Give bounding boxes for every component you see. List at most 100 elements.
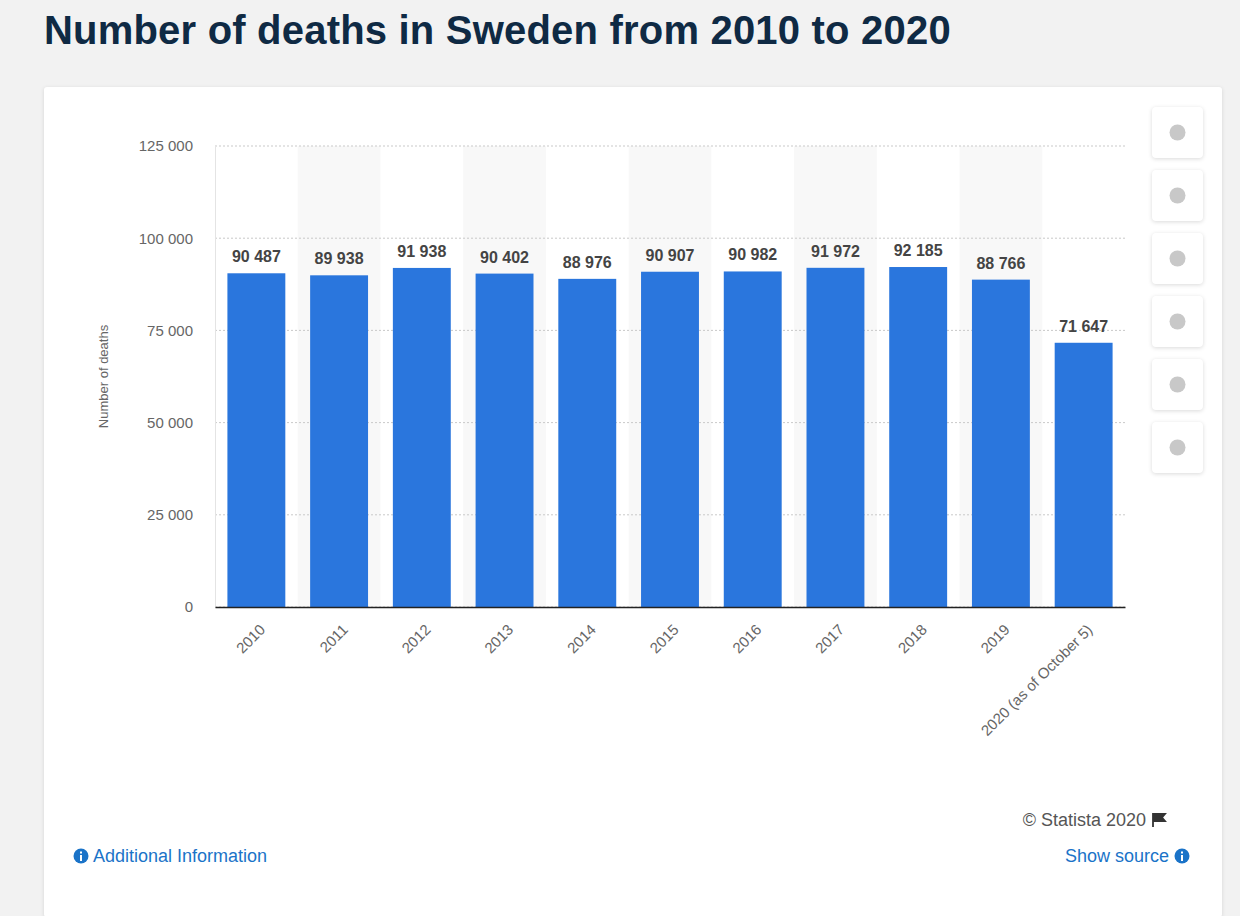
x-tick: 2011: [316, 621, 351, 656]
bar: [641, 272, 699, 607]
bar: [393, 268, 451, 607]
bar: [1055, 343, 1113, 607]
x-axis-line: [216, 607, 1126, 609]
tool-button[interactable]: [1152, 170, 1203, 221]
tool-icon-shape: [1170, 125, 1186, 141]
column-band: [960, 146, 1043, 607]
y-tick: 0: [185, 598, 193, 615]
tool-button[interactable]: [1152, 107, 1203, 158]
data-label: 88 766: [976, 255, 1025, 272]
y-axis-title: Number of deaths: [96, 324, 111, 428]
tool-button[interactable]: [1152, 296, 1203, 347]
copyright[interactable]: © Statista 2020: [1023, 810, 1167, 831]
flag-icon: [1151, 812, 1167, 828]
additional-info-text: Additional Information: [93, 846, 267, 866]
x-tick-label: 2014: [563, 621, 599, 657]
bar: [972, 280, 1030, 607]
x-tick-label: 2017: [812, 621, 848, 657]
x-tick-label: 2019: [977, 621, 1013, 657]
data-label: 92 185: [894, 242, 943, 259]
y-tick-label: 0: [185, 598, 193, 615]
bar: [310, 275, 368, 607]
plot-area: [227, 267, 1112, 607]
y-tick-label: 100 000: [139, 230, 193, 247]
data-label: 91 938: [397, 243, 446, 260]
x-tick: 2020 (as of October 5): [977, 621, 1095, 739]
tool-icon: [1152, 233, 1203, 284]
y-axis: 0 25 000 50 000 75 000 100 000 125 000: [139, 137, 216, 615]
info-icon: [73, 848, 89, 864]
x-tick-label: 2016: [729, 621, 765, 657]
data-label: 91 972: [811, 243, 860, 260]
grid: [215, 146, 1125, 607]
x-tick-label: 2018: [894, 621, 930, 657]
x-tick: 2013: [481, 621, 517, 657]
tool-icon-shape: [1170, 251, 1186, 267]
tool-icon-shape: [1170, 188, 1186, 204]
y-tick: 75 000: [147, 322, 193, 339]
y-tick-label: 75 000: [147, 322, 193, 339]
y-tick: 125 000: [139, 137, 193, 154]
tool-icon: [1152, 107, 1203, 158]
x-tick-label: 2012: [398, 621, 434, 657]
show-source-text: Show source: [1065, 846, 1169, 866]
y-tick: 50 000: [147, 414, 193, 431]
tool-icon-shape: [1170, 440, 1186, 456]
show-source[interactable]: Show source: [1065, 846, 1190, 867]
x-tick: 2019: [977, 621, 1013, 657]
y-tick-label: 50 000: [147, 414, 193, 431]
copyright-text: © Statista 2020: [1023, 810, 1146, 830]
data-label: 90 907: [646, 247, 695, 264]
data-label: 90 487: [232, 248, 281, 265]
grid-line: [215, 238, 1125, 239]
x-tick-label: 2013: [481, 621, 517, 657]
tool-icon: [1152, 296, 1203, 347]
column-band: [298, 146, 381, 607]
data-label: 71 647: [1059, 318, 1108, 335]
data-label: 90 402: [480, 249, 529, 266]
data-label: 89 938: [315, 250, 364, 267]
tool-icon: [1152, 170, 1203, 221]
y-tick: 25 000: [147, 506, 193, 523]
x-tick: 2012: [398, 621, 434, 657]
column-band: [463, 146, 546, 607]
bar: [724, 271, 782, 607]
x-tick: 2016: [729, 621, 765, 657]
data-labels: 90 487 89 938 91 938 90 402 88 976 90 907 90 9…: [232, 242, 1108, 335]
tool-icon: [1152, 422, 1203, 473]
chart-title: Number of deaths in Sweden from 2010 to …: [44, 8, 951, 53]
y-tick-label: 125 000: [139, 137, 193, 154]
tool-icon-shape: [1170, 314, 1186, 330]
x-tick: 2017: [812, 621, 848, 657]
bar: [476, 274, 534, 607]
x-tick-label: 2011: [316, 621, 351, 656]
bar: [807, 268, 865, 607]
y-tick: 100 000: [139, 230, 193, 247]
data-label: 88 976: [563, 254, 612, 271]
info-icon: [1174, 848, 1190, 864]
tool-button[interactable]: [1152, 359, 1203, 410]
x-tick: 2015: [646, 621, 682, 657]
tool-icon-shape: [1170, 377, 1186, 393]
x-tick: 2014: [563, 621, 599, 657]
y-tick-label: 25 000: [147, 506, 193, 523]
grid-line: [215, 146, 1125, 147]
data-label: 90 982: [728, 246, 777, 263]
x-tick-label: 2015: [646, 621, 682, 657]
bar: [889, 267, 947, 607]
bar: [558, 279, 616, 607]
column-band: [629, 146, 712, 607]
tool-button[interactable]: [1152, 422, 1203, 473]
x-axis: 2010 2011 2012 2013 2014 2015 2016 2017 2018 2019…: [216, 608, 1126, 739]
x-tick: 2010: [233, 621, 269, 657]
tool-button[interactable]: [1152, 233, 1203, 284]
x-tick: 2018: [894, 621, 930, 657]
y-axis-line: [215, 147, 216, 608]
bar: [227, 273, 285, 607]
x-tick-label: 2020 (as of October 5): [977, 621, 1095, 739]
x-tick-label: 2010: [233, 621, 269, 657]
additional-info[interactable]: Additional Information: [73, 846, 267, 867]
column-shading: [298, 146, 1043, 607]
tool-icon: [1152, 359, 1203, 410]
column-band: [794, 146, 877, 607]
